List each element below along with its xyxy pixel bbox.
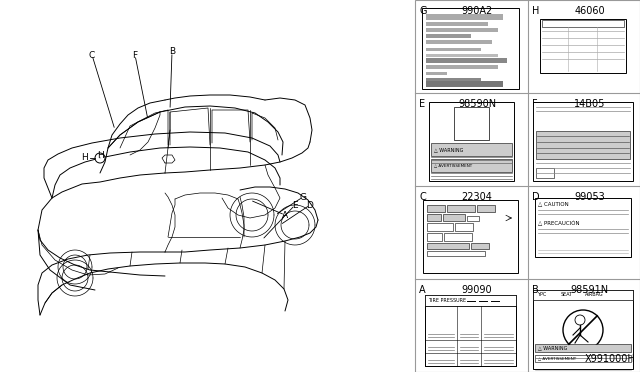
Bar [426,72,447,75]
Bar [427,223,453,231]
Bar [477,205,495,212]
Text: 14B05: 14B05 [574,99,605,109]
Bar [415,0,640,372]
Text: 98590N: 98590N [458,99,496,109]
Bar [444,233,472,241]
Text: △ WARNING: △ WARNING [434,147,463,152]
Bar [426,48,481,51]
Bar [427,214,441,221]
Text: 46060: 46060 [574,6,605,16]
Bar [426,34,471,38]
Text: G: G [300,192,307,202]
Bar [422,8,519,89]
Bar [536,168,554,178]
Text: C: C [89,51,95,60]
Text: F: F [132,51,138,60]
Text: H: H [532,6,540,16]
Bar [533,290,633,300]
Text: H: H [81,154,88,163]
Bar [427,243,469,249]
Text: D: D [307,201,314,209]
Circle shape [575,315,585,325]
Text: 99090: 99090 [462,285,492,295]
Text: △ PRECAUCIÓN: △ PRECAUCIÓN [538,220,580,226]
Bar [426,54,497,57]
Bar [535,355,631,362]
Bar [471,243,489,249]
Bar [447,205,475,212]
Bar [426,78,481,81]
Text: X991000H: X991000H [584,354,635,364]
Bar [425,295,516,366]
Bar [429,102,514,181]
Bar [426,81,504,87]
Bar [426,22,488,26]
Text: AIRBAG: AIRBAG [585,292,604,298]
Text: E: E [292,201,298,209]
Text: SEAT: SEAT [561,292,573,298]
Circle shape [95,153,105,163]
Bar [467,216,479,221]
Text: G: G [419,6,426,16]
Bar [431,143,512,156]
Bar [533,102,633,181]
Text: B: B [169,48,175,57]
Text: 22304: 22304 [461,192,493,202]
Bar [542,20,624,27]
Bar [443,214,465,221]
Text: △ AVERTISSEMENT: △ AVERTISSEMENT [434,163,472,167]
Bar [425,295,516,306]
Bar [423,200,518,273]
Bar [431,159,512,171]
Bar [540,19,626,73]
Text: TIRE PRESSURE: TIRE PRESSURE [428,298,466,303]
Text: B: B [532,285,539,295]
Circle shape [563,310,603,350]
Text: H: H [97,151,104,160]
Text: A: A [282,211,288,219]
Text: 98591N: 98591N [570,285,609,295]
Bar [533,290,633,369]
Bar [536,131,630,159]
Bar [535,344,631,352]
Bar [426,14,504,20]
Text: E: E [419,99,425,109]
Text: D: D [532,192,540,202]
Bar [454,107,490,140]
Bar [426,28,497,32]
Text: △ AVERTISSEMENT: △ AVERTISSEMENT [538,356,576,360]
Text: C: C [419,192,426,202]
Bar [427,205,445,212]
Bar [426,41,492,44]
Bar [426,58,508,62]
Text: YPC: YPC [537,292,547,298]
Bar [535,198,631,257]
Text: F: F [532,99,538,109]
Bar [426,65,497,69]
Text: △ WARNING: △ WARNING [538,346,568,350]
Bar [427,251,485,256]
Bar [455,223,473,231]
Text: A: A [419,285,426,295]
Text: △ CAUTION: △ CAUTION [538,202,569,206]
Text: 99053: 99053 [574,192,605,202]
Bar [427,233,442,241]
Text: 990A2: 990A2 [461,6,493,16]
